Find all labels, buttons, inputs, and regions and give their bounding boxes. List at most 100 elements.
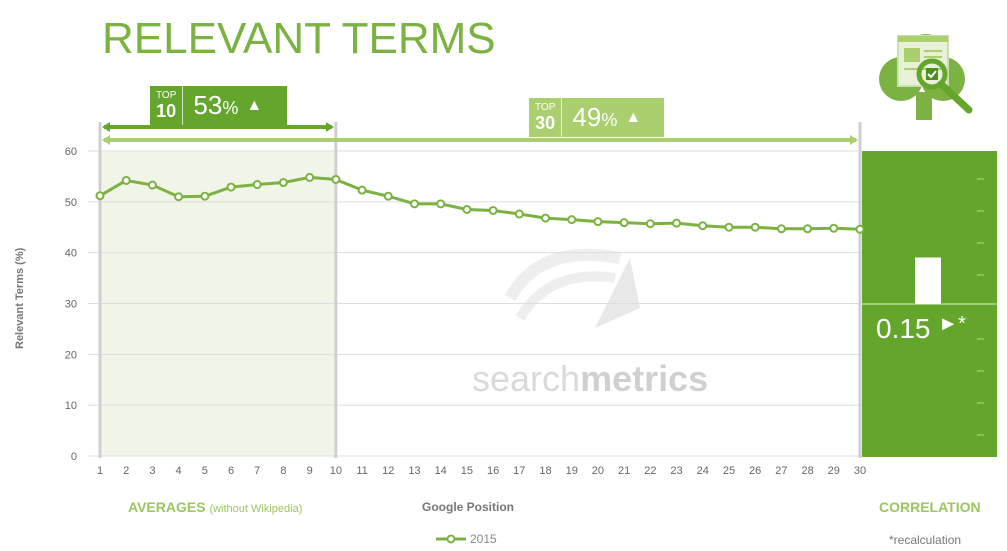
data-point: [278, 178, 288, 188]
x-tick-label: 8: [280, 465, 286, 477]
watermark-bold-text: metrics: [580, 358, 709, 399]
x-tick-label: 6: [228, 465, 234, 477]
data-point: [121, 175, 131, 185]
footnote: *recalculation: [889, 533, 962, 547]
data-point: [383, 191, 393, 201]
x-axis-label: Google Position: [422, 500, 514, 514]
data-point: [488, 205, 498, 215]
data-point: [514, 209, 524, 219]
clover-document-search-icon: [879, 34, 973, 120]
top10-up-arrow-icon: ▲: [246, 96, 263, 114]
x-tick-label: 2: [123, 465, 129, 477]
legend-2015-marker-icon: [436, 534, 466, 544]
x-tick-label: 16: [487, 465, 499, 477]
x-tick-label: 12: [382, 465, 394, 477]
y-tick-label: 50: [65, 197, 77, 209]
data-point: [409, 199, 419, 209]
top10-bracket-left-arrow-icon: [102, 122, 110, 132]
data-point: [724, 222, 734, 232]
searchmetrics-logo-icon: [504, 248, 640, 328]
top10-average-badge: TOP 10 53% ▲: [150, 86, 287, 125]
correlation-value: 0.15: [876, 313, 931, 344]
data-point: [776, 224, 786, 234]
top30-bracket-left-arrow-icon: [102, 135, 110, 145]
x-tick-label: 15: [461, 465, 473, 477]
data-point: [147, 180, 157, 190]
x-tick-label: 29: [828, 465, 840, 477]
data-point: [331, 174, 341, 184]
data-point: [619, 218, 629, 228]
data-point: [95, 191, 105, 201]
x-tick-label: 10: [330, 465, 342, 477]
data-point: [750, 222, 760, 232]
top10-percent-sign: %: [222, 98, 239, 118]
top30-up-arrow-icon: ▲: [625, 108, 642, 126]
x-tick-label: 13: [408, 465, 420, 477]
top30-number: 30: [535, 112, 556, 133]
x-tick-label: 25: [723, 465, 735, 477]
data-point: [829, 223, 839, 233]
x-tick-label: 23: [670, 465, 682, 477]
data-point: [672, 218, 682, 228]
top10-percent: 53: [193, 90, 223, 120]
top10-label: TOP: [156, 89, 177, 101]
data-point: [645, 219, 655, 229]
legend-2015-label: 2015: [470, 532, 497, 546]
x-tick-label: 19: [566, 465, 578, 477]
y-tick-label: 10: [65, 400, 77, 412]
data-point: [462, 204, 472, 214]
x-tick-label: 14: [435, 465, 447, 477]
x-tick-label: 3: [149, 465, 155, 477]
x-tick-label: 4: [176, 465, 182, 477]
y-axis-label: Relevant Terms (%): [14, 247, 26, 349]
y-tick-label: 40: [65, 248, 77, 260]
y-tick-label: 0: [71, 451, 77, 463]
top30-bracket-right-arrow-icon: [850, 135, 858, 145]
x-tick-label: 1: [97, 465, 103, 477]
top30-label: TOP: [535, 101, 556, 113]
correlation-bar: [915, 257, 941, 304]
x-tick-label: 11: [356, 465, 367, 477]
x-tick-label: 30: [854, 465, 866, 477]
x-tick-label: 22: [644, 465, 656, 477]
x-tick-label: 5: [202, 465, 208, 477]
data-point: [567, 215, 577, 225]
chart-title: RELEVANT TERMS: [102, 14, 496, 63]
data-point: [357, 185, 367, 195]
top30-percent-sign: %: [601, 110, 618, 130]
correlation-value-group: 0.15 ►*: [876, 313, 966, 345]
y-tick-label: 60: [65, 146, 77, 158]
x-tick-label: 18: [539, 465, 551, 477]
correlation-panel-ticks: [862, 178, 1002, 436]
data-point: [305, 172, 315, 182]
y-tick-label: 20: [65, 349, 77, 361]
x-tick-label: 7: [254, 465, 260, 477]
data-point: [698, 221, 708, 231]
data-point: [593, 217, 603, 227]
data-point: [174, 192, 184, 202]
x-tick-label: 26: [749, 465, 761, 477]
data-point: [226, 182, 236, 192]
top10-number: 10: [156, 100, 177, 121]
top30-average-badge: TOP 30 49% ▲: [529, 98, 664, 137]
legend: 2015: [436, 532, 497, 546]
data-point: [803, 224, 813, 234]
data-point: [855, 224, 865, 234]
x-tick-label: 28: [801, 465, 813, 477]
data-point: [436, 199, 446, 209]
x-tick-label: 21: [618, 465, 630, 477]
data-point: [200, 191, 210, 201]
x-tick-label: 24: [697, 465, 709, 477]
x-tick-label: 20: [592, 465, 604, 477]
searchmetrics-watermark: searchmetrics: [472, 358, 708, 400]
top30-percent: 49: [572, 102, 602, 132]
watermark-light-text: search: [472, 358, 581, 399]
averages-text: AVERAGES: [128, 499, 206, 515]
y-tick-label: 30: [65, 299, 77, 311]
averages-label: AVERAGES (without Wikipedia): [128, 499, 302, 515]
correlation-label: CORRELATION: [879, 499, 981, 515]
x-tick-label: 27: [775, 465, 787, 477]
data-point: [541, 213, 551, 223]
averages-subtext: (without Wikipedia): [209, 503, 303, 515]
